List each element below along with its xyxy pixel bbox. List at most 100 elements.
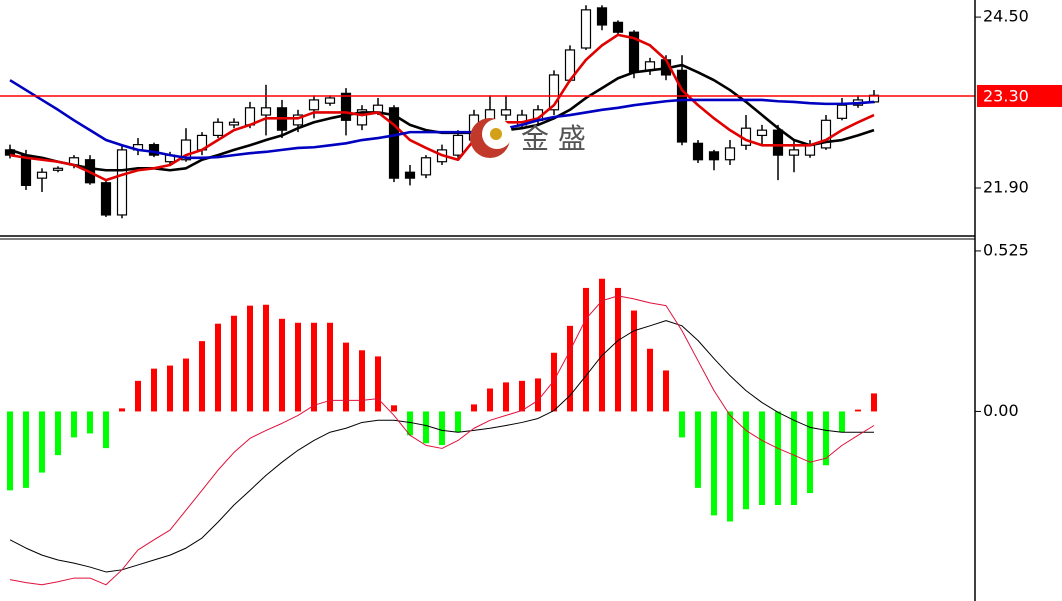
last-price-box <box>977 84 1062 107</box>
candle-body <box>388 107 400 179</box>
candle-body <box>788 149 800 156</box>
histogram-bar <box>551 352 557 412</box>
candle-body <box>580 9 592 49</box>
histogram-bar <box>775 411 781 505</box>
candle-body <box>100 182 112 216</box>
candle-body <box>324 97 336 104</box>
histogram-bar <box>55 411 61 456</box>
y-tick-label: 21.90 <box>983 178 1029 197</box>
candle-body <box>180 139 192 161</box>
histogram-bar <box>295 322 301 412</box>
candle-body <box>404 171 416 179</box>
histogram-bar <box>615 287 621 412</box>
histogram-bar <box>455 411 461 433</box>
candle-body <box>420 157 432 176</box>
candle-body <box>596 7 608 26</box>
histogram-bar <box>343 342 349 412</box>
candle-body <box>612 21 624 33</box>
histogram-bar <box>695 411 701 488</box>
histogram-bar <box>279 318 285 412</box>
histogram-bar <box>311 322 317 412</box>
histogram-bar <box>167 365 173 412</box>
watermark-text: 金 盛 <box>521 122 586 155</box>
line <box>9 320 874 573</box>
candle-body <box>804 144 816 156</box>
histogram-bar <box>23 411 29 488</box>
histogram-bar <box>183 358 189 412</box>
histogram-bar <box>263 304 269 412</box>
candle-body <box>212 121 224 137</box>
histogram-bar <box>375 356 381 412</box>
watermark: 金 盛 <box>470 118 586 158</box>
histogram-bar <box>471 404 477 412</box>
last-price-label: 23.30 <box>983 86 1029 105</box>
histogram-bar <box>439 411 445 446</box>
histogram-bar <box>807 411 813 494</box>
y-tick-label: 0.525 <box>983 240 1029 259</box>
y-tick-label: 0.00 <box>983 401 1019 420</box>
histogram-bar <box>487 388 493 412</box>
histogram-bar <box>39 411 45 473</box>
histogram-bar <box>7 411 13 491</box>
line <box>9 33 875 182</box>
histogram-bar <box>855 409 861 412</box>
histogram-bar <box>743 411 749 510</box>
candle-body <box>756 129 768 137</box>
candle-body <box>148 144 160 156</box>
candle-body <box>228 121 240 126</box>
histogram-bar <box>215 323 221 412</box>
histogram-bar <box>535 378 541 412</box>
line <box>9 79 875 160</box>
histogram-bar <box>839 411 845 433</box>
histogram-bar <box>359 350 365 412</box>
candle-body <box>724 147 736 161</box>
histogram-bar <box>87 411 93 434</box>
candle-body <box>548 74 560 111</box>
histogram-bar <box>647 348 653 412</box>
histogram-bar <box>103 411 109 449</box>
histogram-bar <box>631 310 637 412</box>
histogram-bar <box>423 411 429 444</box>
candle-body <box>340 92 352 121</box>
candle-body <box>36 171 48 179</box>
candle-body <box>836 104 848 119</box>
histogram-bar <box>791 411 797 505</box>
candle-body <box>820 119 832 149</box>
candle-body <box>500 109 512 116</box>
candle-body <box>52 167 64 171</box>
candle-body <box>452 134 464 156</box>
line <box>9 295 875 586</box>
histogram-bar <box>727 411 733 522</box>
histogram-bar <box>407 411 413 436</box>
histogram-bar <box>583 287 589 412</box>
candle-body <box>356 109 368 126</box>
candle-body <box>292 114 304 126</box>
histogram-bar <box>519 380 525 412</box>
histogram-bar <box>871 393 877 412</box>
histogram-bar <box>119 408 125 412</box>
candle-body <box>308 99 320 111</box>
y-tick-label: 24.50 <box>983 7 1029 26</box>
histogram-bar <box>247 305 253 412</box>
histogram-bar <box>663 370 669 412</box>
histogram-bar <box>391 405 397 412</box>
histogram-bar <box>135 380 141 412</box>
histogram-bar <box>679 411 685 438</box>
candle-body <box>260 107 272 116</box>
histogram-bar <box>231 315 237 412</box>
histogram-bar <box>711 411 717 516</box>
histogram-bar <box>567 325 573 412</box>
histogram-bar <box>71 411 77 438</box>
candle-body <box>692 142 704 161</box>
histogram-bar <box>599 278 605 412</box>
candle-body <box>708 151 720 161</box>
candle-body <box>676 69 688 143</box>
histogram-bar <box>199 341 205 412</box>
histogram-bar <box>151 368 157 412</box>
histogram-bar <box>823 411 829 466</box>
histogram-bar <box>503 382 509 412</box>
histogram-bar <box>327 322 333 412</box>
logo-dot <box>490 128 502 140</box>
